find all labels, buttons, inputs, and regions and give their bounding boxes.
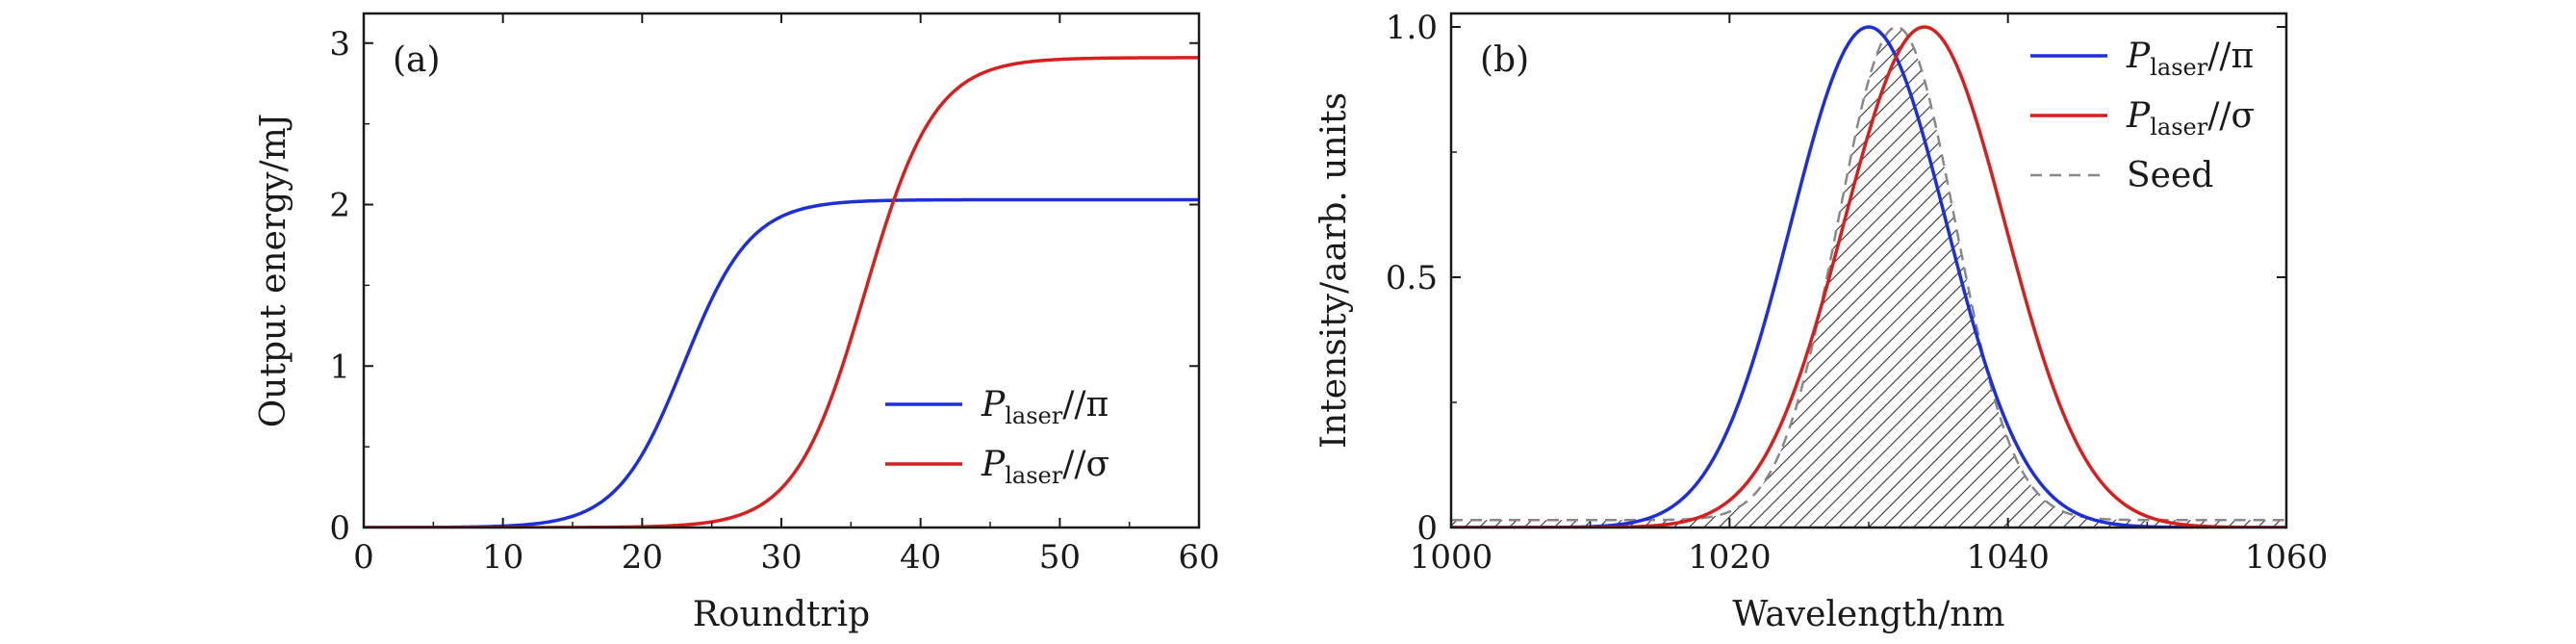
y-tick-label: 0 xyxy=(1416,509,1438,548)
legend-label: Plaser//π xyxy=(2126,37,2254,81)
panel-a-tag: (a) xyxy=(393,40,441,80)
legend-label-sub: laser xyxy=(2150,114,2208,141)
y-tick-label: 2 xyxy=(329,187,350,225)
panel-b-y-axis-title: Intensity/aarb. units xyxy=(1314,92,1354,449)
legend-label-rest: //π xyxy=(1062,385,1109,425)
panel-b-series-group xyxy=(1451,25,2286,528)
x-tick-label: 1000 xyxy=(1410,538,1493,577)
y-tick-label: 1.0 xyxy=(1386,9,1438,47)
x-tick-label: 50 xyxy=(1039,538,1081,577)
x-tick-label: 30 xyxy=(760,538,802,577)
legend-label-main: P xyxy=(2126,96,2151,136)
x-tick-label: 1020 xyxy=(1688,538,1772,577)
x-tick-label: 10 xyxy=(482,538,523,577)
legend-label: Plaser//σ xyxy=(2126,96,2255,141)
legend-label-main: Seed xyxy=(2127,156,2213,195)
x-tick-label: 20 xyxy=(622,538,663,577)
x-tick-label: 0 xyxy=(353,538,374,577)
y-tick-label: 1 xyxy=(329,348,350,386)
panel-a-x-axis-title: Roundtrip xyxy=(693,595,870,634)
legend-label-rest: //π xyxy=(2207,37,2254,76)
legend-label-rest: //σ xyxy=(1062,445,1109,484)
legend-label: Plaser//π xyxy=(981,385,1109,429)
legend-label-sub: laser xyxy=(1005,402,1063,429)
panel-b-tag: (b) xyxy=(1480,40,1529,80)
x-tick-label: 60 xyxy=(1178,538,1219,577)
panel-a-ticks: 0 10 20 30 40 50 60 0 1 2 3 xyxy=(329,13,1220,577)
x-tick-label: 1040 xyxy=(1966,538,2050,577)
panel-a-y-axis-title: Output energy/mJ xyxy=(254,114,293,427)
legend-label-main: P xyxy=(981,445,1006,484)
x-tick-label: 1060 xyxy=(2245,538,2329,577)
legend-label-main: P xyxy=(2126,37,2151,76)
legend-label: Seed xyxy=(2127,156,2213,195)
legend-label-sub: laser xyxy=(2150,54,2208,81)
y-tick-label: 0.5 xyxy=(1386,259,1438,297)
y-tick-label: 0 xyxy=(329,509,350,548)
panel-b-ticks: 1000 1020 1040 1060 0 0.5 1.0 xyxy=(1386,9,2328,577)
x-tick-label: 40 xyxy=(900,538,941,577)
legend-label-sub: laser xyxy=(1005,462,1063,489)
panel-b: 1000 1020 1040 1060 0 0.5 1.0 (b) Wavelength/n… xyxy=(1314,9,2328,634)
panel-a: 0 10 20 30 40 50 60 0 1 2 3 (a) Roundtrip Output e… xyxy=(254,12,1220,634)
legend-label-main: P xyxy=(981,385,1006,425)
series-line-seed xyxy=(1451,25,2286,522)
legend-label-rest: //σ xyxy=(2207,96,2255,136)
legend-label: Plaser//σ xyxy=(981,445,1109,489)
seed-hatched-area xyxy=(1451,27,2286,528)
panel-b-x-axis-title: Wavelength/nm xyxy=(1732,595,2004,634)
y-tick-label: 3 xyxy=(329,25,350,64)
